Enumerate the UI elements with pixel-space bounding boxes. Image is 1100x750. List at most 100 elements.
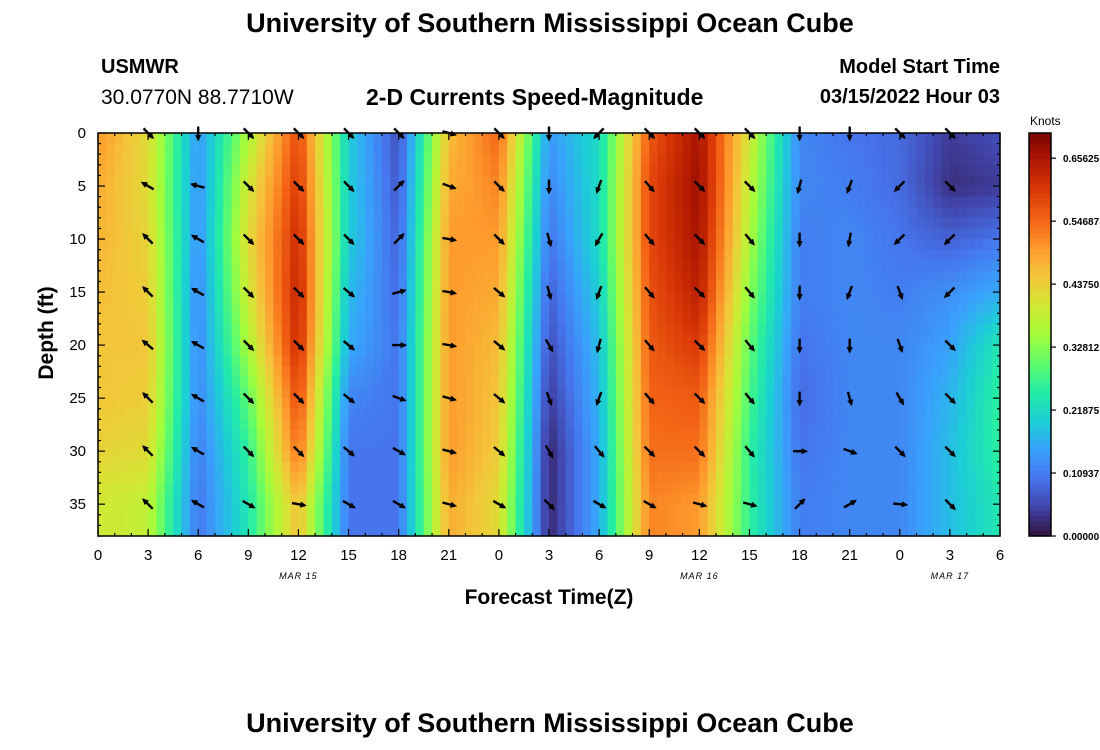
heatmap-cell bbox=[924, 482, 934, 495]
heatmap-cell bbox=[549, 440, 558, 452]
heatmap-cell bbox=[974, 323, 984, 336]
heatmap-cell bbox=[866, 345, 876, 357]
heatmap-cell bbox=[373, 514, 383, 526]
heatmap-cell bbox=[574, 143, 584, 155]
heatmap-cell bbox=[883, 292, 893, 304]
heatmap-cell bbox=[599, 196, 609, 208]
heatmap-cell bbox=[390, 270, 400, 283]
heatmap-cell bbox=[716, 419, 725, 431]
heatmap-cell bbox=[916, 175, 926, 187]
heatmap-cell bbox=[248, 164, 258, 177]
heatmap-cell bbox=[883, 323, 893, 336]
heatmap-cell bbox=[549, 133, 558, 145]
heatmap-cell bbox=[682, 239, 692, 251]
heatmap-cell bbox=[273, 313, 283, 325]
heatmap-cell bbox=[941, 429, 951, 442]
heatmap-cell bbox=[565, 175, 575, 187]
heatmap-cell bbox=[974, 164, 984, 177]
heatmap-cell bbox=[532, 376, 542, 389]
heatmap-cell bbox=[214, 345, 224, 357]
heatmap-cell bbox=[657, 514, 667, 526]
heatmap-cell bbox=[523, 461, 533, 473]
heatmap-cell bbox=[624, 260, 634, 272]
heatmap-cell bbox=[173, 228, 183, 240]
heatmap-cell bbox=[607, 270, 617, 283]
heatmap-cell bbox=[649, 419, 659, 431]
heatmap-cell bbox=[181, 281, 191, 293]
heatmap-cell bbox=[523, 207, 533, 219]
heatmap-cell bbox=[156, 429, 166, 442]
heatmap-cell bbox=[457, 525, 467, 537]
heatmap-cell bbox=[983, 175, 993, 187]
heatmap-cell bbox=[315, 387, 325, 399]
heatmap-cell bbox=[724, 482, 734, 495]
heatmap-cell bbox=[615, 482, 625, 495]
heatmap-cell bbox=[465, 472, 475, 484]
heatmap-cell bbox=[198, 302, 208, 314]
heatmap-cell bbox=[440, 281, 450, 293]
heatmap-cell bbox=[298, 408, 308, 420]
heatmap-cell bbox=[457, 143, 467, 155]
date-labels: MAR 15 MAR 16 MAR 17 bbox=[279, 571, 968, 581]
heatmap-cell bbox=[156, 482, 166, 495]
colorbar-segment bbox=[1029, 364, 1051, 371]
heatmap-cell bbox=[732, 196, 742, 208]
heatmap-cell bbox=[498, 429, 508, 442]
heatmap-cell bbox=[757, 451, 767, 463]
heatmap-cell bbox=[674, 440, 684, 452]
heatmap-cell bbox=[732, 525, 742, 537]
heatmap-cell bbox=[423, 419, 433, 431]
heatmap-cell bbox=[557, 281, 567, 293]
heatmap-cell bbox=[741, 419, 751, 431]
heatmap-cell bbox=[306, 387, 316, 399]
heatmap-cell bbox=[891, 493, 901, 505]
heatmap-cell bbox=[590, 217, 600, 230]
heatmap-cell bbox=[615, 133, 625, 145]
heatmap-cell bbox=[699, 323, 709, 336]
heatmap-cell bbox=[164, 472, 174, 484]
heatmap-cell bbox=[457, 164, 467, 177]
heatmap-cell bbox=[757, 514, 767, 526]
heatmap-cell bbox=[782, 472, 792, 484]
heatmap-cell bbox=[440, 334, 450, 346]
current-arrow bbox=[546, 285, 553, 301]
heatmap-cell bbox=[507, 313, 517, 325]
heatmap-cell bbox=[123, 472, 133, 484]
heatmap-cell bbox=[624, 175, 634, 187]
heatmap-cell bbox=[799, 323, 809, 336]
heatmap-cell bbox=[223, 249, 233, 261]
heatmap-cell bbox=[874, 260, 884, 272]
heatmap-cell bbox=[824, 345, 834, 357]
heatmap-cell bbox=[724, 154, 734, 166]
heatmap-cell bbox=[281, 429, 291, 442]
heatmap-cell bbox=[532, 408, 542, 420]
heatmap-cell bbox=[949, 461, 959, 473]
heatmap-cell bbox=[674, 419, 684, 431]
heatmap-cell bbox=[465, 239, 475, 251]
heatmap-cell bbox=[682, 504, 692, 516]
heatmap-cell bbox=[465, 376, 475, 389]
heatmap-cell bbox=[248, 355, 258, 367]
heatmap-cell bbox=[949, 398, 959, 410]
heatmap-cell bbox=[206, 345, 216, 357]
heatmap-cell bbox=[482, 355, 492, 367]
heatmap-cell bbox=[239, 504, 249, 516]
heatmap-cell bbox=[523, 366, 533, 378]
heatmap-cell bbox=[423, 334, 433, 346]
heatmap-cell bbox=[849, 408, 859, 420]
heatmap-cell bbox=[657, 366, 667, 378]
heatmap-cell bbox=[799, 270, 809, 283]
heatmap-cell bbox=[682, 408, 692, 420]
heatmap-cell bbox=[941, 313, 951, 325]
heatmap-cell bbox=[139, 249, 149, 261]
heatmap-cell bbox=[265, 186, 274, 198]
heatmap-cell bbox=[665, 292, 675, 304]
heatmap-cell bbox=[582, 270, 592, 283]
heatmap-cell bbox=[340, 292, 350, 304]
heatmap-cell bbox=[632, 472, 642, 484]
current-arrow bbox=[846, 338, 853, 354]
heatmap-cell bbox=[749, 249, 759, 261]
heatmap-cell bbox=[256, 260, 266, 272]
heatmap-cell bbox=[891, 472, 901, 484]
heatmap-cell bbox=[799, 451, 809, 463]
